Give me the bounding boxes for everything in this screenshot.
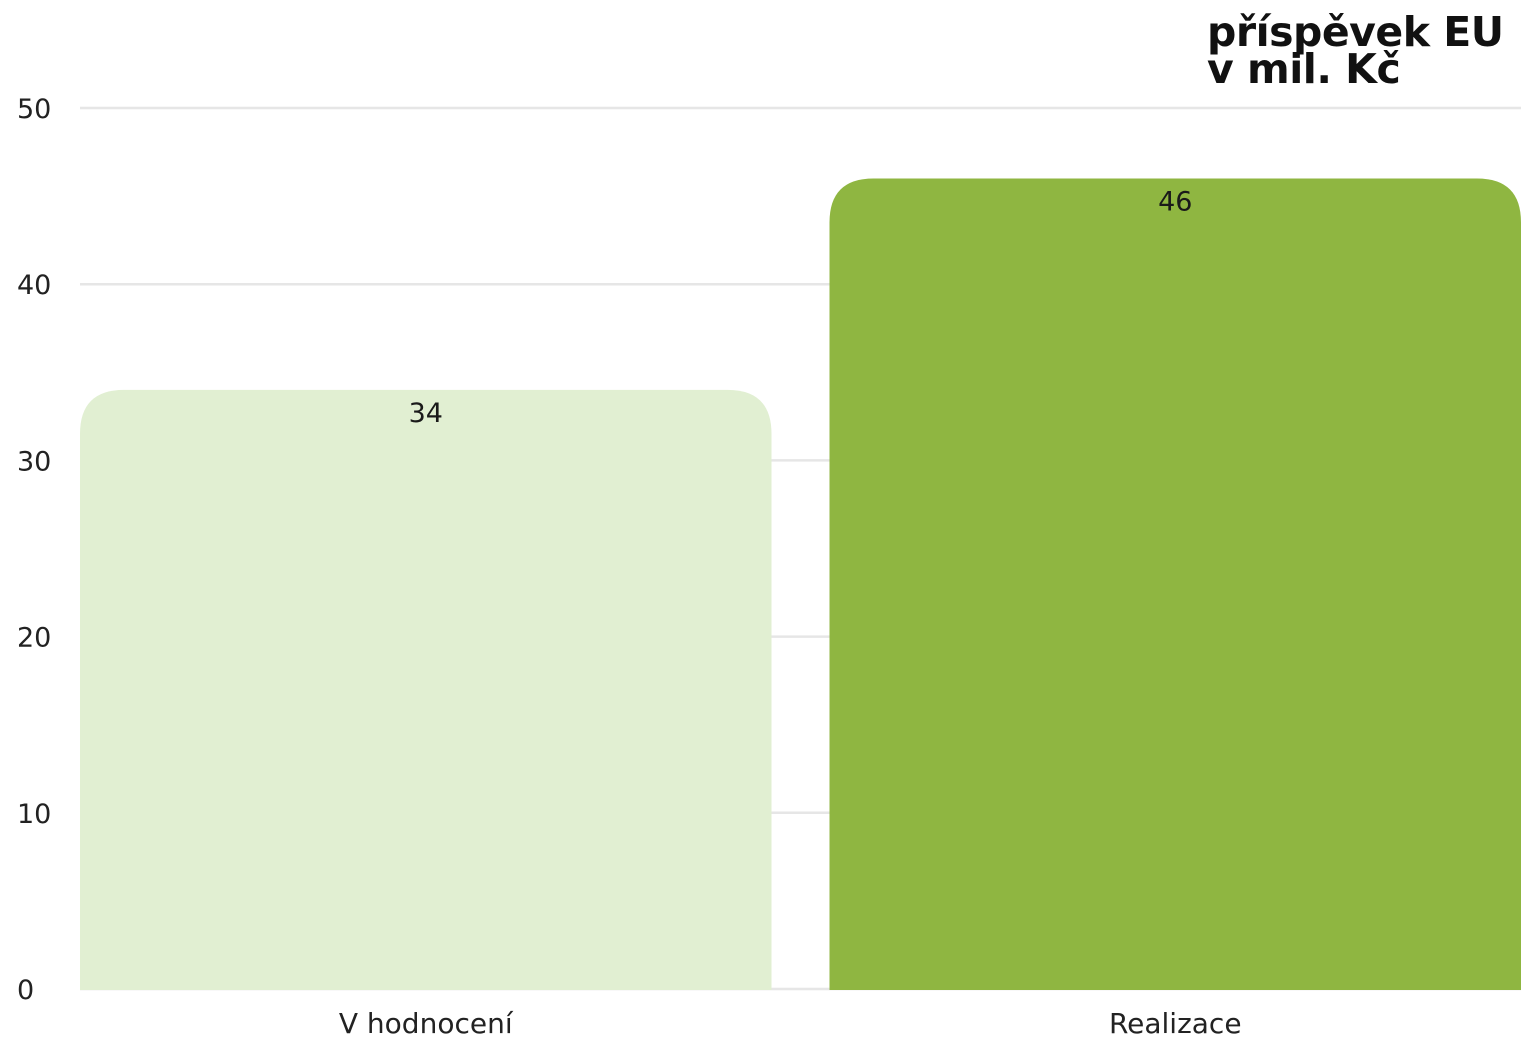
unit-label-line-2: v mil. Kč xyxy=(1207,45,1401,93)
bars: 34 46 xyxy=(80,178,1521,991)
unit-label-line-1: příspěvek EU xyxy=(1207,8,1504,56)
y-axis-ticks: 0 10 20 30 40 50 xyxy=(17,94,51,1006)
unit-label: příspěvek EU v mil. Kč xyxy=(1207,8,1517,93)
y-tick-label-40: 40 xyxy=(17,270,51,301)
x-axis-labels: V hodnocení Realizace xyxy=(339,1007,1242,1039)
y-tick-label-10: 10 xyxy=(17,799,51,830)
data-label-1: 34 xyxy=(409,398,443,429)
y-tick-label-0: 0 xyxy=(17,975,34,1006)
x-category-label-1: V hodnocení xyxy=(339,1007,514,1039)
data-label-2: 46 xyxy=(1158,186,1192,217)
x-category-label-2: Realizace xyxy=(1109,1007,1242,1039)
y-tick-label-30: 30 xyxy=(17,446,51,477)
y-tick-label-50: 50 xyxy=(17,94,51,125)
bar-2 xyxy=(829,178,1521,991)
bar-1 xyxy=(80,389,772,990)
y-tick-label-20: 20 xyxy=(17,623,51,654)
